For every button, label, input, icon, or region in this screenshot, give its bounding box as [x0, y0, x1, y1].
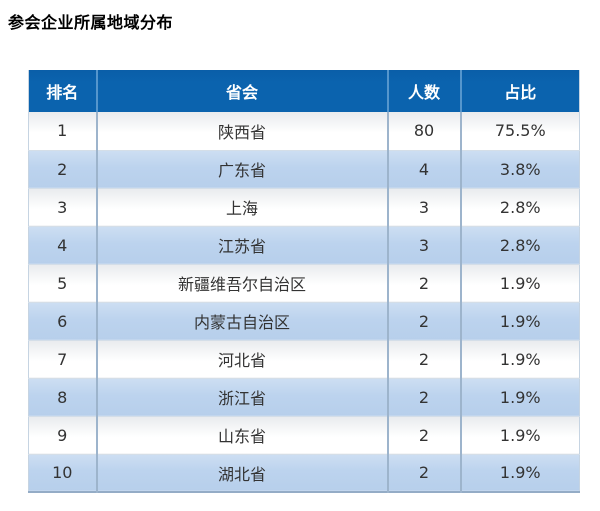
- cell-rank: 2: [28, 149, 98, 188]
- cell-count: 4: [387, 149, 462, 188]
- cell-percent: 1.9%: [460, 377, 580, 416]
- table-row: 10 湖北省 2 1.9%: [28, 453, 580, 492]
- cell-count: 2: [387, 263, 462, 302]
- cell-province: 湖北省: [96, 453, 389, 492]
- cell-percent: 1.9%: [460, 415, 580, 454]
- cell-percent: 3.8%: [460, 149, 580, 188]
- cell-province: 河北省: [96, 339, 389, 378]
- table-row: 6 内蒙古自治区 2 1.9%: [28, 301, 580, 340]
- cell-province: 上海: [96, 187, 389, 226]
- page-title: 参会企业所属地域分布: [8, 13, 174, 32]
- table-body: 1 陕西省 80 75.5% 2 广东省 4 3.8% 3 上海 3 2.8% …: [28, 112, 580, 492]
- cell-rank: 7: [28, 339, 98, 378]
- cell-percent: 1.9%: [460, 339, 580, 378]
- cell-percent: 75.5%: [460, 112, 580, 150]
- table-row: 7 河北省 2 1.9%: [28, 339, 580, 378]
- cell-count: 2: [387, 339, 462, 378]
- table-row: 5 新疆维吾尔自治区 2 1.9%: [28, 263, 580, 302]
- cell-count: 2: [387, 453, 462, 492]
- table-row: 8 浙江省 2 1.9%: [28, 377, 580, 416]
- header-cell-percent: 占比: [460, 70, 580, 112]
- cell-percent: 1.9%: [460, 301, 580, 340]
- table-row: 9 山东省 2 1.9%: [28, 415, 580, 454]
- cell-count: 2: [387, 377, 462, 416]
- header-cell-count: 人数: [387, 70, 462, 112]
- cell-rank: 10: [28, 453, 98, 492]
- cell-count: 3: [387, 225, 462, 264]
- cell-rank: 4: [28, 225, 98, 264]
- cell-province: 山东省: [96, 415, 389, 454]
- cell-rank: 1: [28, 112, 98, 150]
- table-header-row: 排名 省会 人数 占比: [28, 70, 580, 112]
- cell-province: 浙江省: [96, 377, 389, 416]
- table-row: 1 陕西省 80 75.5%: [28, 112, 580, 150]
- cell-count: 2: [387, 301, 462, 340]
- cell-percent: 1.9%: [460, 453, 580, 492]
- cell-count: 80: [387, 112, 462, 150]
- cell-count: 2: [387, 415, 462, 454]
- cell-rank: 3: [28, 187, 98, 226]
- cell-percent: 2.8%: [460, 225, 580, 264]
- cell-province: 广东省: [96, 149, 389, 188]
- cell-rank: 8: [28, 377, 98, 416]
- cell-rank: 5: [28, 263, 98, 302]
- header-cell-province: 省会: [96, 70, 389, 112]
- cell-percent: 2.8%: [460, 187, 580, 226]
- cell-province: 陕西省: [96, 112, 389, 150]
- cell-province: 江苏省: [96, 225, 389, 264]
- table-row: 4 江苏省 3 2.8%: [28, 225, 580, 264]
- region-distribution-table: 排名 省会 人数 占比 1 陕西省 80 75.5% 2 广东省 4 3.8% …: [28, 70, 580, 493]
- cell-province: 新疆维吾尔自治区: [96, 263, 389, 302]
- cell-percent: 1.9%: [460, 263, 580, 302]
- cell-province: 内蒙古自治区: [96, 301, 389, 340]
- header-cell-rank: 排名: [28, 70, 98, 112]
- cell-count: 3: [387, 187, 462, 226]
- table-row: 2 广东省 4 3.8%: [28, 149, 580, 188]
- cell-rank: 6: [28, 301, 98, 340]
- table-row: 3 上海 3 2.8%: [28, 187, 580, 226]
- table-header: 排名 省会 人数 占比: [28, 70, 580, 112]
- cell-rank: 9: [28, 415, 98, 454]
